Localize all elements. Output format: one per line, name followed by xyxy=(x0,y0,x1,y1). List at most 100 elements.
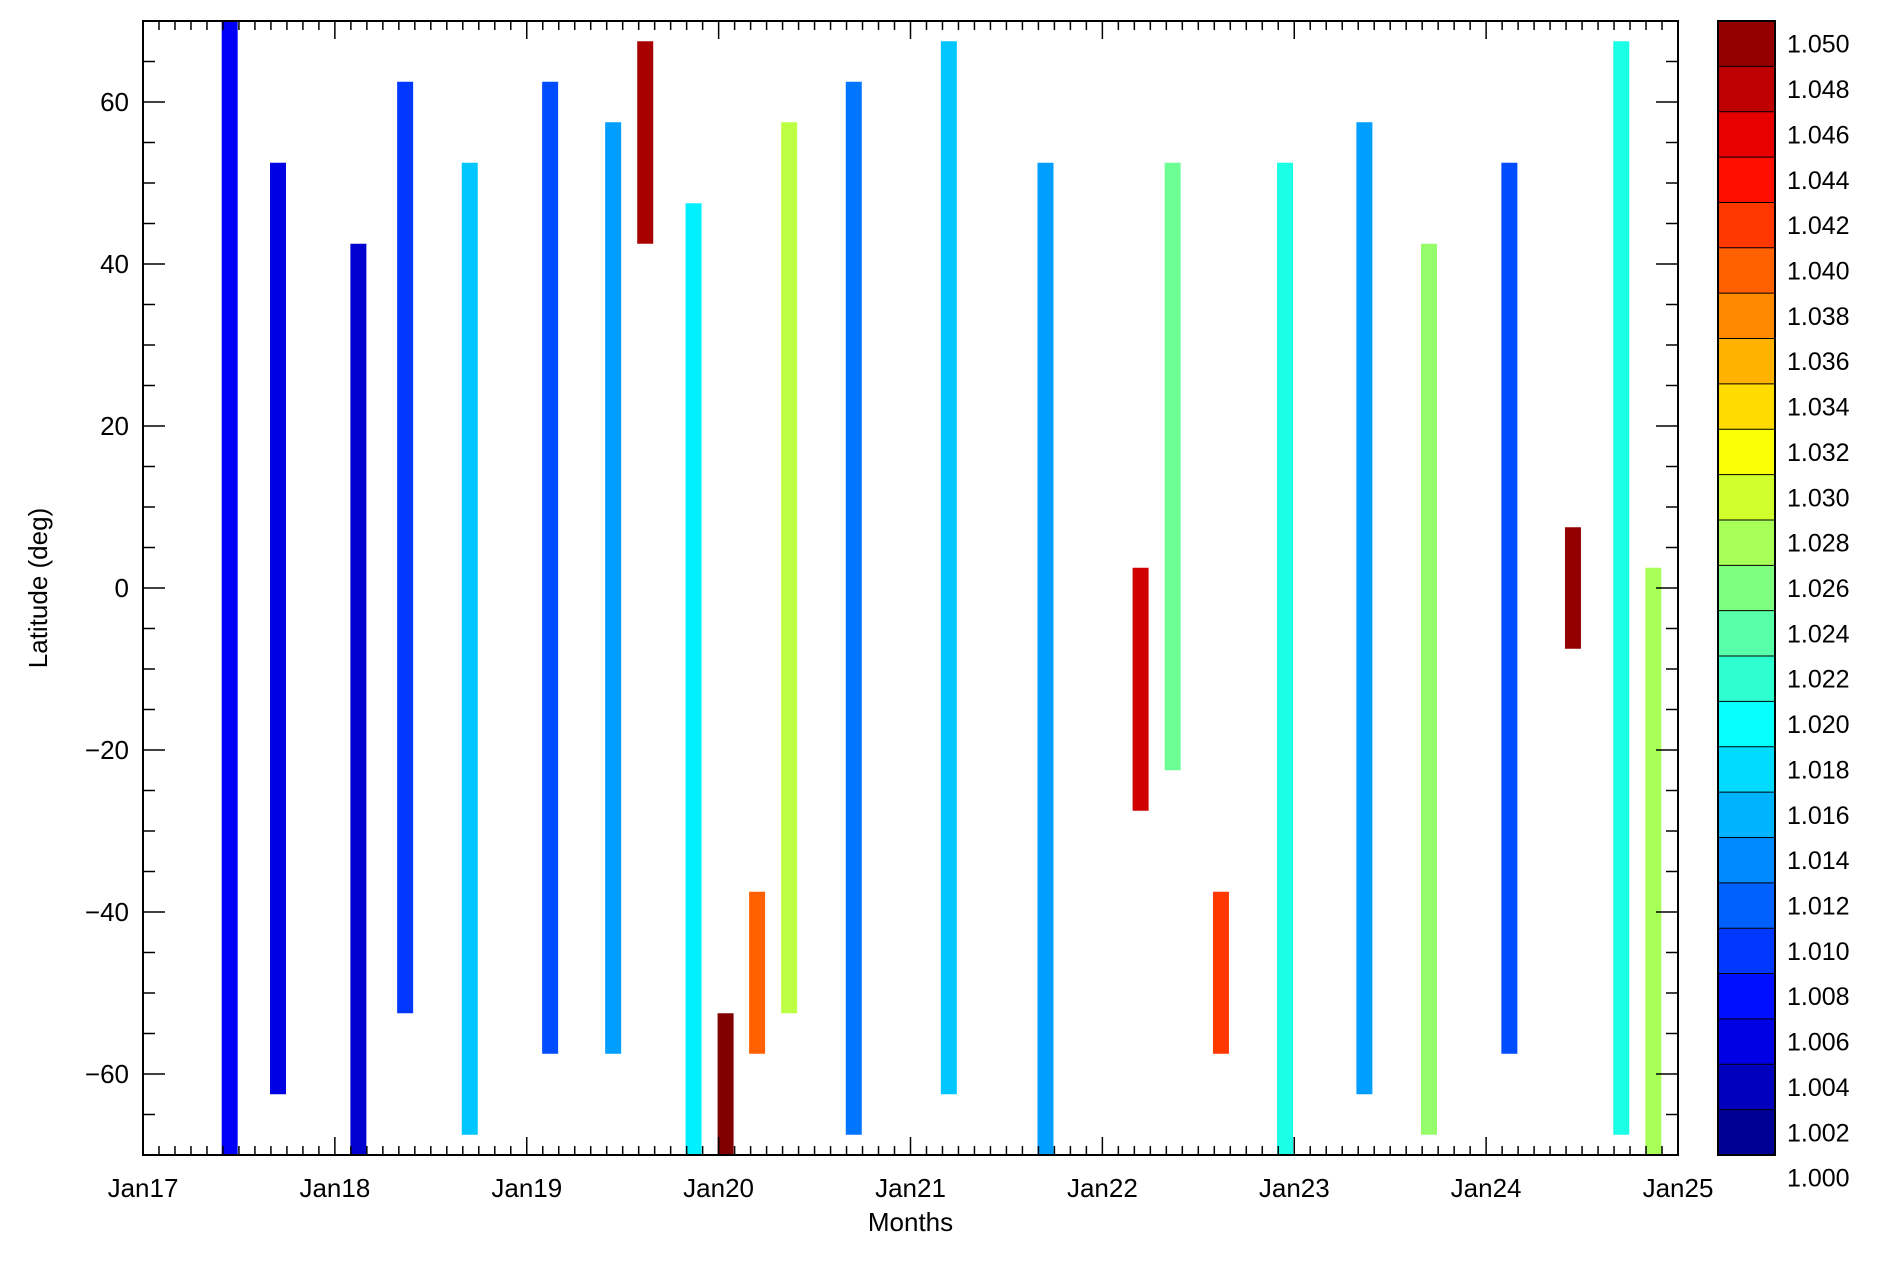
heatmap-cells xyxy=(221,21,1662,1155)
colorbar-bin xyxy=(1718,792,1775,838)
heatmap-cell xyxy=(845,81,862,1135)
colorbar-bin xyxy=(1718,338,1775,385)
colorbar-tick-label: 1.050 xyxy=(1787,31,1850,59)
colorbar-tick-label: 1.002 xyxy=(1787,1119,1850,1147)
colorbar-bin xyxy=(1718,656,1775,702)
heatmap-cell xyxy=(1164,162,1181,771)
colorbar-tick-label: 1.000 xyxy=(1787,1165,1850,1193)
colorbar-tick-label: 1.046 xyxy=(1787,121,1850,149)
y-tick-label: 60 xyxy=(100,87,129,117)
colorbar-bin xyxy=(1718,383,1775,430)
colorbar-bin xyxy=(1718,21,1775,67)
colorbar-bin xyxy=(1718,1018,1775,1065)
x-tick-label: Jan23 xyxy=(1259,1173,1330,1203)
heatmap-cell xyxy=(542,81,559,1054)
colorbar-tick-label: 1.010 xyxy=(1787,938,1850,966)
colorbar-bin xyxy=(1718,474,1775,521)
y-tick-label: −20 xyxy=(85,735,129,765)
heatmap-cell xyxy=(1645,567,1662,1155)
colorbar-bin xyxy=(1718,247,1775,294)
colorbar-tick-label: 1.034 xyxy=(1787,394,1850,422)
plot-frame xyxy=(142,20,1679,1156)
colorbar-tick-label: 1.036 xyxy=(1787,348,1850,376)
x-tick-label: Jan19 xyxy=(491,1173,562,1203)
colorbar-bin xyxy=(1718,66,1775,113)
colorbar-bin xyxy=(1718,701,1775,748)
heatmap-cell xyxy=(1421,243,1437,1135)
heatmap-cell xyxy=(1037,162,1054,1155)
heatmap-cell xyxy=(749,891,766,1054)
x-tick-label: Jan21 xyxy=(875,1173,946,1203)
colorbar-tick-label: 1.004 xyxy=(1787,1074,1850,1102)
x-tick-label: Jan22 xyxy=(1067,1173,1138,1203)
y-tick-label: 0 xyxy=(115,573,129,603)
axis-ticks xyxy=(142,20,1679,1156)
colorbar-tick-label: 1.044 xyxy=(1787,167,1850,195)
colorbar-bin xyxy=(1718,519,1775,566)
colorbar-tick-label: 1.048 xyxy=(1787,76,1850,104)
x-tick-labels: Jan17 Jan18 Jan19 Jan20 Jan21 Jan22 Jan23 Jan24… xyxy=(108,1173,1714,1203)
colorbar xyxy=(1717,20,1776,1156)
heatmap-cell xyxy=(605,122,622,1054)
colorbar-bin xyxy=(1718,973,1775,1020)
colorbar-bin xyxy=(1718,157,1775,203)
heatmap-cell xyxy=(1356,122,1373,1095)
heatmap-cell xyxy=(1132,567,1149,811)
colorbar-tick-label: 1.006 xyxy=(1787,1029,1850,1057)
heatmap-cell xyxy=(781,122,798,1014)
colorbar-tick-label: 1.020 xyxy=(1787,711,1850,739)
colorbar-tick-label: 1.022 xyxy=(1787,666,1850,694)
y-tick-labels: 60 40 20 0 −20 −40 −60 xyxy=(85,87,129,1089)
heatmap-cell xyxy=(940,41,957,1095)
colorbar-tick-label: 1.018 xyxy=(1787,756,1850,784)
colorbar-tick-labels: 1.050 1.048 1.046 1.044 1.042 1.040 1.038 1.036… xyxy=(1787,31,1850,1193)
colorbar-bin xyxy=(1718,882,1775,929)
y-axis-title: Latitude (deg) xyxy=(23,508,53,668)
x-tick-label: Jan20 xyxy=(683,1173,754,1203)
heatmap-cell xyxy=(637,41,654,244)
y-tick-label: 20 xyxy=(100,411,129,441)
colorbar-tick-label: 1.032 xyxy=(1787,439,1850,467)
colorbar-bin xyxy=(1718,610,1775,657)
colorbar-tick-label: 1.038 xyxy=(1787,303,1850,331)
y-tick-label: 40 xyxy=(100,249,129,279)
heatmap-cell xyxy=(717,1013,734,1155)
y-tick-label: −40 xyxy=(85,897,129,927)
colorbar-bin xyxy=(1718,1064,1775,1111)
colorbar-bin xyxy=(1718,837,1775,884)
colorbar-bin xyxy=(1718,429,1775,476)
colorbar-bin xyxy=(1718,1109,1775,1156)
heatmap-cell xyxy=(397,81,414,1014)
colorbar-tick-label: 1.040 xyxy=(1787,258,1850,286)
colorbar-tick-label: 1.008 xyxy=(1787,983,1850,1011)
x-axis-title: Months xyxy=(868,1207,953,1237)
x-tick-label: Jan18 xyxy=(299,1173,370,1203)
colorbar-tick-label: 1.014 xyxy=(1787,847,1850,875)
heatmap-cell xyxy=(1564,527,1581,649)
heatmap-cell xyxy=(1501,162,1518,1054)
colorbar-tick-label: 1.024 xyxy=(1787,620,1850,648)
heatmap-cell xyxy=(1277,162,1294,1155)
x-tick-label: Jan25 xyxy=(1643,1173,1714,1203)
heatmap-cell xyxy=(461,162,478,1135)
heatmap-cell xyxy=(1212,891,1229,1054)
colorbar-tick-label: 1.028 xyxy=(1787,530,1850,558)
heatmap-cell xyxy=(685,203,702,1155)
colorbar-tick-label: 1.030 xyxy=(1787,484,1850,512)
y-tick-label: −60 xyxy=(85,1059,129,1089)
colorbar-bin xyxy=(1718,293,1775,340)
colorbar-bin xyxy=(1718,111,1775,158)
colorbar-bin xyxy=(1718,928,1775,975)
heatmap-cell xyxy=(221,21,238,1155)
colorbar-tick-label: 1.016 xyxy=(1787,802,1850,830)
heatmap-cell xyxy=(1613,41,1630,1135)
colorbar-bin xyxy=(1718,746,1775,793)
colorbar-frame xyxy=(1717,20,1776,1156)
colorbar-bin xyxy=(1718,565,1775,612)
colorbar-tick-label: 1.012 xyxy=(1787,893,1850,921)
heatmap-cell xyxy=(270,162,286,1095)
colorbar-bin xyxy=(1718,202,1775,249)
colorbar-tick-label: 1.042 xyxy=(1787,212,1850,240)
